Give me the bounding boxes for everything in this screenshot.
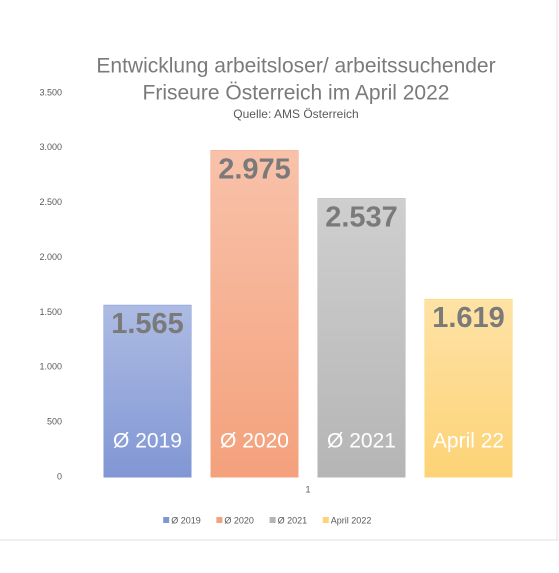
y-tick-label: 1.000 [39,362,62,372]
value-label: 1.565 [111,308,184,340]
bar-label: April 22 [433,430,504,453]
y-tick-label: 500 [47,417,62,427]
value-label: 1.619 [432,302,505,334]
bar-label: Ø 2019 [113,430,182,453]
y-tick-label: 3.000 [39,142,62,152]
value-label: 2.537 [325,201,398,233]
value-label: 2.975 [218,153,291,185]
chart-subtitle: Quelle: AMS Österreich [233,107,358,121]
legend-swatch [322,517,329,523]
y-tick-label: 0 [57,471,62,481]
chart-title: Friseure Österreich im April 2022 [143,82,450,105]
y-tick-label: 1.500 [39,307,62,317]
legend-swatch [163,517,170,523]
bar-shine [318,198,405,478]
bar-label: Ø 2021 [327,430,396,453]
legend-label: Ø 2021 [278,515,308,525]
bar-shine [425,299,512,477]
bar-shine [104,305,191,477]
legend-label: Ø 2019 [171,515,201,525]
chart-title: Entwicklung arbeitsloser/ arbeitssuchend… [96,55,495,78]
legend-label: Ø 2020 [224,515,254,525]
bar-shine [211,150,298,477]
x-tick-label: 1 [305,484,310,494]
legend-swatch [216,517,223,523]
y-tick-label: 2.500 [39,197,62,207]
bar-label: Ø 2020 [220,430,289,453]
legend-label: April 2022 [331,515,372,525]
legend-swatch [269,517,276,523]
y-tick-label: 2.000 [39,252,62,262]
y-tick-label: 3.500 [39,87,62,97]
